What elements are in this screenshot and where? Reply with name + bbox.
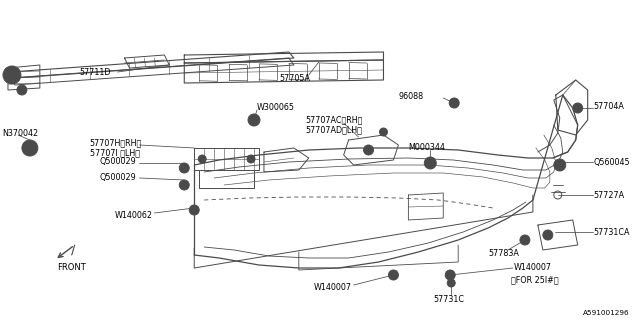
Circle shape xyxy=(447,279,455,287)
Text: W140062: W140062 xyxy=(115,211,152,220)
Circle shape xyxy=(520,235,530,245)
Circle shape xyxy=(388,270,399,280)
Circle shape xyxy=(554,159,566,171)
Text: 57727A: 57727A xyxy=(594,190,625,199)
Text: 57705A: 57705A xyxy=(279,74,310,83)
Text: 57731CA: 57731CA xyxy=(594,228,630,236)
Text: 57707H〈RH〉: 57707H〈RH〉 xyxy=(90,139,142,148)
Circle shape xyxy=(200,157,204,161)
Circle shape xyxy=(445,270,455,280)
Circle shape xyxy=(522,237,527,243)
Text: W140007: W140007 xyxy=(514,263,552,273)
Circle shape xyxy=(364,145,374,155)
Circle shape xyxy=(428,160,433,166)
Text: 57704A: 57704A xyxy=(594,101,625,110)
Text: Q560045: Q560045 xyxy=(594,157,630,166)
Circle shape xyxy=(192,207,196,212)
Circle shape xyxy=(17,85,27,95)
Circle shape xyxy=(557,162,563,168)
Text: 57731C: 57731C xyxy=(433,294,464,303)
Text: A591001296: A591001296 xyxy=(583,310,630,316)
Circle shape xyxy=(380,128,387,136)
Text: 57707I 〈LH〉: 57707I 〈LH〉 xyxy=(90,148,140,157)
Text: N370042: N370042 xyxy=(2,129,38,138)
Circle shape xyxy=(251,117,257,123)
Text: 57707AD〈LH〉: 57707AD〈LH〉 xyxy=(306,125,363,134)
Circle shape xyxy=(248,114,260,126)
Circle shape xyxy=(247,155,255,163)
Circle shape xyxy=(573,103,582,113)
Text: FRONT: FRONT xyxy=(58,263,86,273)
Circle shape xyxy=(391,273,396,277)
Circle shape xyxy=(182,182,187,188)
Circle shape xyxy=(179,180,189,190)
Text: 〈FOR 25I#〉: 〈FOR 25I#〉 xyxy=(511,276,559,284)
Circle shape xyxy=(381,130,385,134)
Circle shape xyxy=(575,106,580,110)
Text: 57711D: 57711D xyxy=(80,68,111,76)
Circle shape xyxy=(3,66,21,84)
Text: Q500029: Q500029 xyxy=(100,156,136,165)
Circle shape xyxy=(22,140,38,156)
Circle shape xyxy=(449,281,453,285)
Circle shape xyxy=(249,157,253,161)
Circle shape xyxy=(448,273,452,277)
Circle shape xyxy=(20,88,24,92)
Text: 57783A: 57783A xyxy=(488,249,519,258)
Text: W140007: W140007 xyxy=(314,283,352,292)
Text: M000344: M000344 xyxy=(408,142,445,151)
Circle shape xyxy=(26,144,34,152)
Text: 57707AC〈RH〉: 57707AC〈RH〉 xyxy=(306,116,363,124)
Text: Q500029: Q500029 xyxy=(100,172,136,181)
Circle shape xyxy=(366,148,371,153)
Text: W300065: W300065 xyxy=(257,102,295,111)
Text: 96088: 96088 xyxy=(399,92,424,100)
Circle shape xyxy=(8,71,16,79)
Circle shape xyxy=(189,205,199,215)
Circle shape xyxy=(179,163,189,173)
Circle shape xyxy=(198,155,206,163)
Circle shape xyxy=(182,165,187,171)
Circle shape xyxy=(424,157,436,169)
Circle shape xyxy=(452,100,457,106)
Circle shape xyxy=(545,233,550,237)
Circle shape xyxy=(449,98,459,108)
Circle shape xyxy=(543,230,553,240)
